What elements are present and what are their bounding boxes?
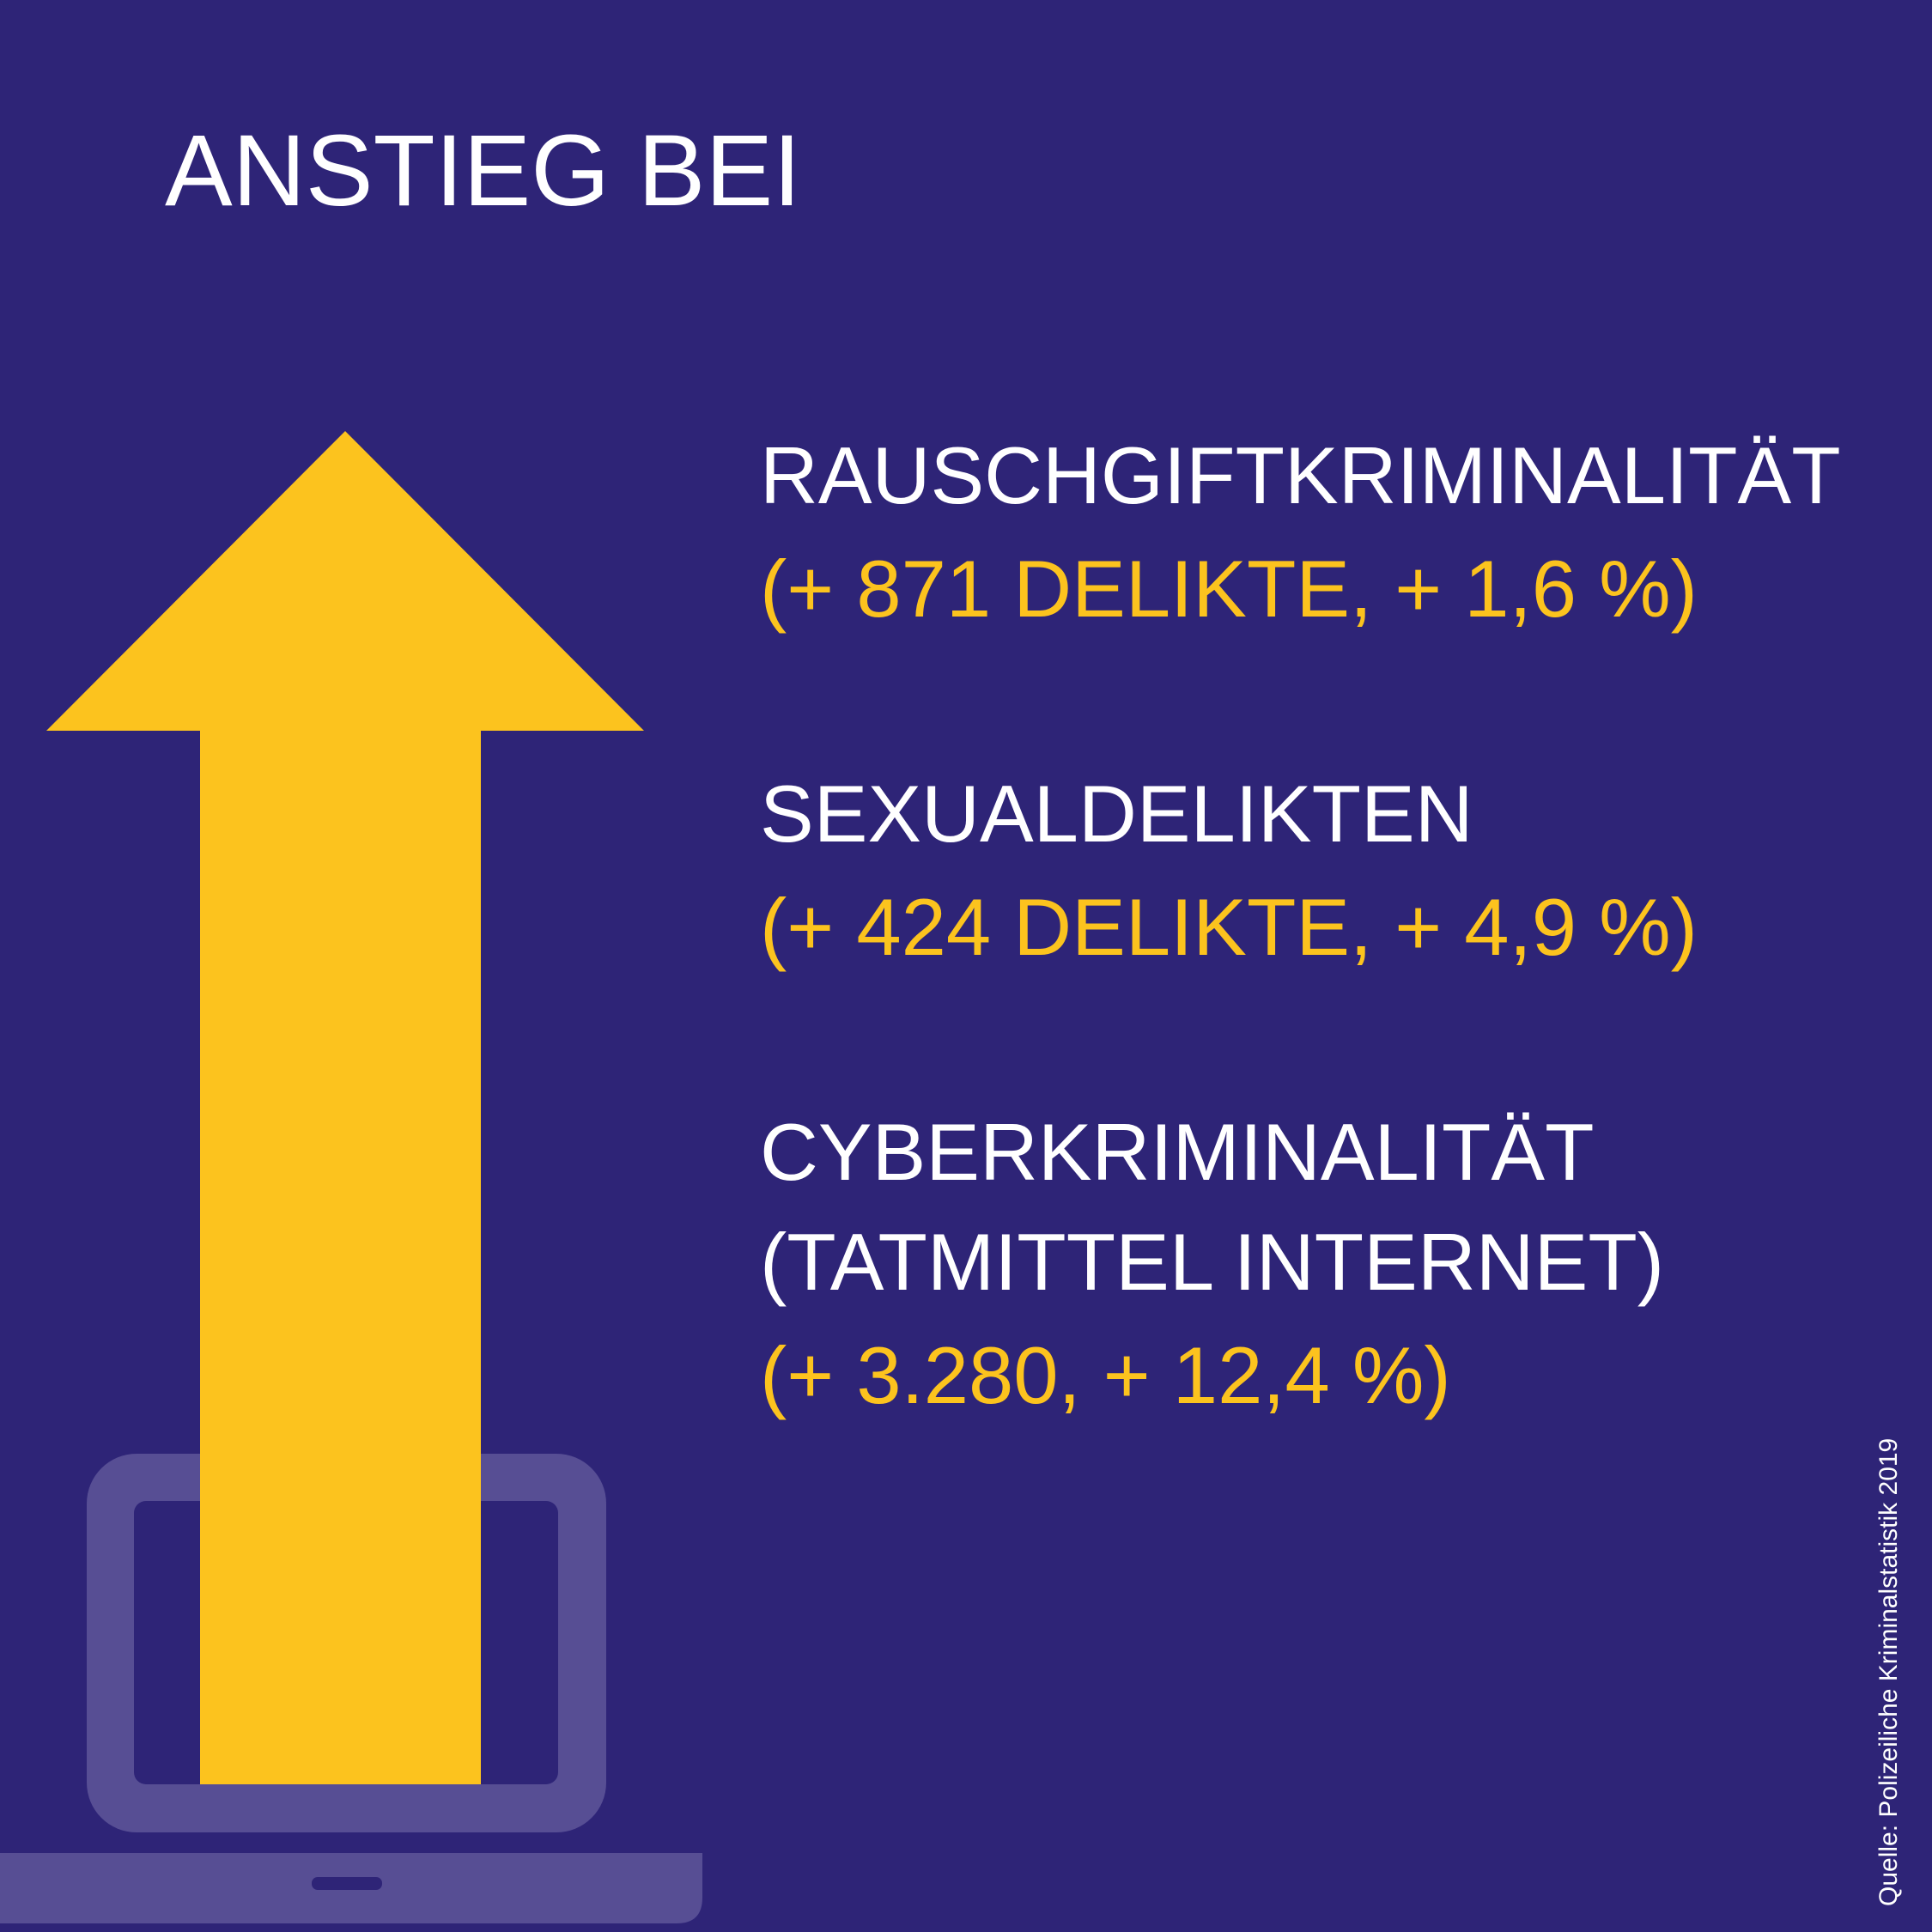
- stats-list: RAUSCHGIFTKRIMINALITÄT (+ 871 DELIKTE, +…: [760, 421, 1841, 1546]
- stat-item-rauschgift: RAUSCHGIFTKRIMINALITÄT (+ 871 DELIKTE, +…: [760, 421, 1841, 647]
- stat-label: CYBERKRIMINALITÄT: [760, 1107, 1595, 1197]
- page-title: ANSTIEG BEI: [165, 114, 801, 228]
- stat-value: (+ 3.280, + 12,4 %): [760, 1330, 1451, 1420]
- source-note: Quelle: Polizeiliche Kriminalstatistik 2…: [1874, 1437, 1903, 1906]
- stat-item-cyberkriminalitaet: CYBERKRIMINALITÄT (TATMITTEL INTERNET) (…: [760, 1097, 1833, 1434]
- stat-label: SEXUALDELIKTEN: [760, 769, 1473, 859]
- stat-value: (+ 424 DELIKTE, + 4,9 %): [760, 882, 1698, 972]
- up-arrow-icon: [46, 431, 644, 1784]
- stat-label: RAUSCHGIFTKRIMINALITÄT: [760, 430, 1841, 520]
- stat-item-sexualdelikte: SEXUALDELIKTEN (+ 424 DELIKTE, + 4,9 %): [760, 759, 1833, 986]
- stat-label-sub: (TATMITTEL INTERNET): [760, 1217, 1665, 1307]
- stat-value: (+ 871 DELIKTE, + 1,6 %): [760, 544, 1698, 634]
